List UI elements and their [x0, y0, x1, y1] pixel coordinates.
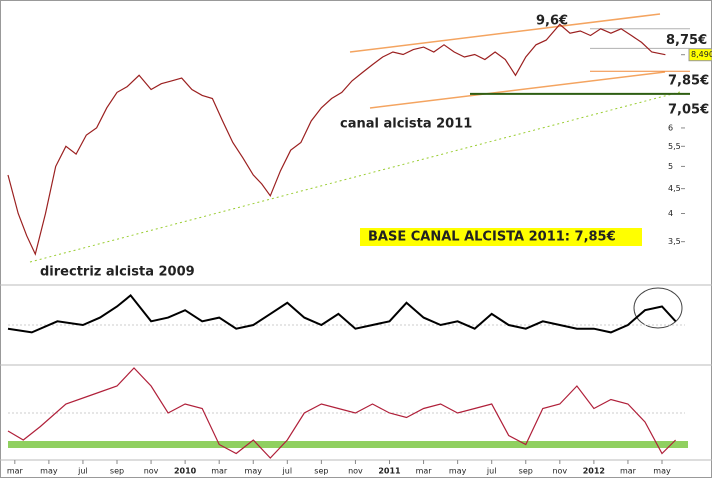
annotation: canal alcista 2011: [340, 117, 472, 132]
annotation-bg: [360, 228, 642, 246]
channel-top: [349, 13, 661, 53]
x-tick-label: 2011: [378, 467, 401, 476]
level-label: 8,75€: [666, 33, 707, 48]
y-tick-label: 5,5: [668, 142, 681, 151]
x-tick-label: 2010: [174, 467, 197, 476]
x-tick-label: sep: [110, 467, 124, 476]
x-tick-label: jul: [77, 467, 88, 476]
x-tick-label: may: [245, 467, 263, 476]
channel-bottom: [369, 71, 666, 109]
y-tick-label: 5: [668, 162, 673, 171]
circle: [633, 287, 683, 329]
y-tick-label: 6: [668, 123, 673, 132]
x-tick-label: may: [653, 467, 671, 476]
y-tick-label: 8,490: [691, 50, 712, 59]
series-line: [7, 293, 677, 334]
x-tick-label: jul: [282, 467, 293, 476]
x-tick-label: jul: [486, 467, 497, 476]
trend-2009: [29, 91, 681, 263]
annotation: directriz alcista 2009: [40, 265, 195, 280]
x-tick-label: nov: [348, 467, 363, 476]
x-tick-label: 2012: [583, 467, 605, 476]
band: [8, 441, 688, 448]
x-tick-label: mar: [620, 467, 637, 476]
annotation: BASE CANAL ALCISTA 2011: 7,85€: [368, 230, 616, 245]
series-line: [7, 23, 666, 256]
x-tick-label: sep: [314, 467, 328, 476]
series-line: [7, 367, 677, 459]
x-tick-label: mar: [416, 467, 433, 476]
level-label: 9,6€: [536, 13, 568, 28]
price-tag: [688, 48, 712, 62]
y-tick-label: 4: [668, 209, 673, 218]
x-tick-label: nov: [552, 467, 567, 476]
y-tick-label: 3,5: [668, 237, 681, 246]
y-tick-label: 4,5: [668, 184, 681, 193]
x-tick-label: may: [40, 467, 58, 476]
x-tick-label: mar: [7, 467, 24, 476]
x-tick-label: may: [449, 467, 467, 476]
level-label: 7,85€: [668, 74, 709, 89]
level-label: 7,05€: [668, 102, 709, 117]
x-tick-label: mar: [211, 467, 228, 476]
x-tick-label: sep: [519, 467, 533, 476]
x-tick-label: nov: [144, 467, 159, 476]
